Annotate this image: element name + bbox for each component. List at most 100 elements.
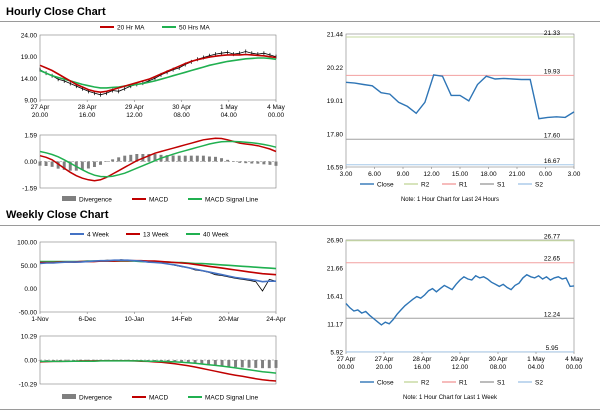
divergence-bar — [135, 154, 139, 162]
divergence-bar — [267, 360, 271, 369]
x-tick-label: 20-Mar — [219, 316, 240, 323]
divergence-bar — [153, 154, 157, 162]
divergence-bar — [92, 161, 96, 167]
x-tick-label: 14-Feb — [171, 316, 192, 323]
legend-divergence-swatch — [62, 394, 76, 399]
plot-area — [39, 34, 277, 101]
divergence-bar — [220, 360, 224, 367]
divergence-bar — [92, 359, 96, 361]
x-tick-label: 3.00 — [340, 171, 353, 178]
legend-4-week: 4 Week — [87, 232, 110, 239]
hourly-section-title: Hourly Close Chart — [6, 6, 106, 18]
series-ma20 — [39, 53, 277, 94]
level-label-r1: 19.93 — [544, 68, 561, 75]
level-label-s1: 12.24 — [544, 311, 561, 318]
divergence-bar — [129, 154, 133, 162]
weekly-section-title: Weekly Close Chart — [6, 209, 109, 221]
divergence-bar — [250, 161, 254, 164]
divergence-bar — [72, 360, 76, 361]
x-tick-label: 00.00 — [566, 364, 583, 371]
y-tick-label: 10.29 — [21, 334, 38, 341]
divergence-bar — [226, 159, 230, 162]
divergence-bar — [274, 161, 278, 166]
y-tick-label: -10.29 — [19, 382, 38, 389]
divergence-bar — [220, 158, 224, 162]
x-tick-label: 6.00 — [368, 171, 381, 178]
hourly-divider — [0, 21, 600, 22]
divergence-bar — [123, 155, 127, 162]
x-tick-label: 16.00 — [79, 112, 96, 119]
divergence-bar — [201, 155, 205, 162]
x-tick-label: 12.00 — [126, 112, 143, 119]
y-tick-label: 20.22 — [327, 65, 344, 72]
divergence-bar — [153, 360, 157, 361]
x-tick-label: 4 May — [267, 104, 285, 111]
divergence-bar — [50, 161, 54, 167]
y-tick-label: 24.00 — [21, 33, 38, 40]
divergence-bar — [261, 360, 264, 369]
divergence-bar — [165, 155, 169, 162]
divergence-bar — [111, 159, 115, 162]
divergence-bar — [78, 359, 82, 361]
x-tick-label: 15.00 — [452, 171, 469, 178]
x-tick-label: 04.00 — [528, 364, 545, 371]
x-tick-label: 9.00 — [397, 171, 410, 178]
hourly-note: Note: 1 Hour Chart for Last 24 Hours — [400, 197, 500, 203]
weekly-divider — [0, 225, 600, 226]
legend-macd: MACD — [149, 197, 168, 204]
x-tick-label: 24-Apr — [266, 316, 286, 323]
x-tick-label: 21.00 — [509, 171, 526, 178]
x-tick-label: 08.00 — [173, 112, 190, 119]
price-line — [39, 259, 277, 292]
divergence-bar — [171, 155, 175, 162]
x-tick-label: 6-Dec — [79, 316, 97, 323]
y-tick-label: 9.00 — [24, 98, 37, 105]
plot-area — [39, 241, 277, 313]
y-tick-label: 14.00 — [21, 76, 38, 83]
legend-divergence-swatch — [62, 196, 76, 201]
level-label-r1: 22.65 — [544, 256, 561, 263]
x-tick-label: 1 May — [220, 104, 238, 111]
divergence-bar — [268, 161, 272, 165]
legend-r2: R2 — [421, 182, 430, 189]
x-tick-label: 18.00 — [480, 171, 497, 178]
legend-s2: S2 — [535, 380, 543, 387]
divergence-bar — [65, 359, 69, 361]
divergence-bar — [193, 360, 197, 364]
divergence-bar — [256, 161, 260, 164]
y-tick-label: 100.00 — [17, 240, 37, 247]
divergence-bar — [159, 360, 163, 361]
divergence-bar — [262, 161, 266, 165]
x-tick-label: 0.00 — [539, 171, 552, 178]
x-tick-label: 30 Apr — [489, 356, 509, 363]
x-tick-label: 27 Apr — [375, 356, 395, 363]
y-tick-label: 50.00 — [21, 263, 38, 270]
divergence-bar — [238, 161, 242, 163]
y-tick-label: 19.00 — [21, 54, 38, 61]
legend-close: Close — [377, 380, 394, 387]
x-tick-label: 28 Apr — [78, 104, 98, 111]
legend-50hrs-ma: 50 Hrs MA — [179, 25, 210, 32]
y-tick-label: 5.92 — [330, 350, 343, 357]
x-tick-label: 3.00 — [568, 171, 581, 178]
price-line — [39, 51, 277, 96]
x-tick-label: 1 May — [527, 356, 545, 363]
hourly-price-chart: 24.00 19.00 14.00 9.00 20 Hr MA 50 Hrs MA 27 A… — [21, 25, 286, 120]
weekly-close-chart: 26.90 21.66 16.41 11.17 5.92 26.77 22.65 12.24 5… — [327, 234, 584, 387]
divergence-bar — [234, 360, 238, 368]
legend-macd-signal: MACD Signal Line — [205, 197, 258, 204]
legend-s1: S1 — [497, 380, 505, 387]
y-tick-label: -1.59 — [22, 186, 37, 193]
y-tick-label: 19.01 — [327, 98, 344, 105]
x-tick-label: 00.00 — [268, 112, 285, 119]
divergence-bar — [52, 360, 55, 361]
y-tick-label: 0.00 — [24, 358, 37, 365]
macd-signal-line — [40, 360, 277, 374]
x-tick-label: 12.00 — [452, 364, 469, 371]
divergence-bar — [186, 360, 190, 364]
x-tick-label: 00.00 — [338, 364, 355, 371]
divergence-bar — [247, 360, 251, 368]
divergence-bar — [207, 360, 211, 366]
legend-r1: R1 — [459, 380, 468, 387]
macd-signal-line — [39, 140, 277, 178]
